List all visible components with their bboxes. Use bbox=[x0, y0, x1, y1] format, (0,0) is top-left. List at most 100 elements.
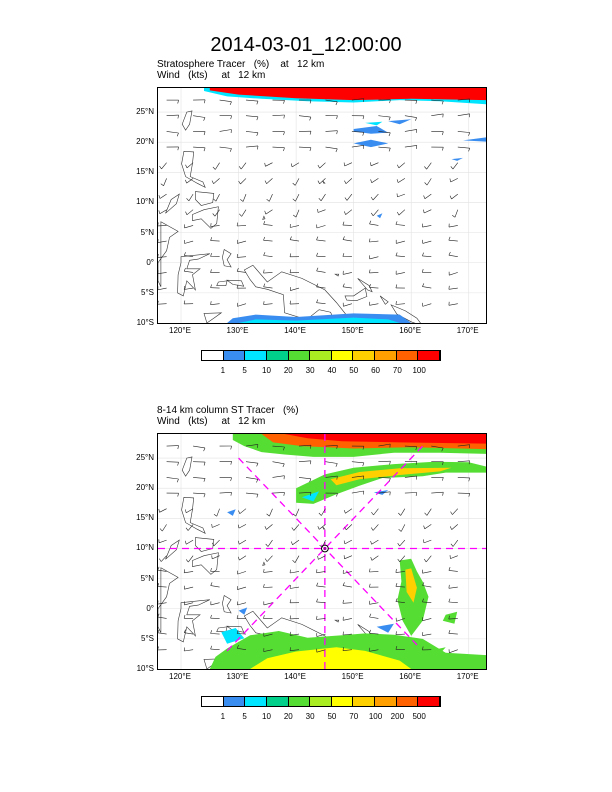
panel2-wind-barb-flag bbox=[395, 631, 397, 635]
panel2-wind-barb-flag bbox=[342, 647, 344, 651]
panel2-wind-barb bbox=[423, 539, 432, 544]
panel2-visayas-coast bbox=[195, 537, 215, 552]
panel1-wind-barb-flag bbox=[210, 301, 212, 305]
panel1-wind-barb-flag bbox=[203, 131, 206, 136]
panel1-manus-coast bbox=[334, 273, 340, 277]
panel2-wind-barb bbox=[184, 632, 194, 635]
panel2-wind-barb-flag bbox=[256, 463, 259, 467]
panel1-wind-barb bbox=[215, 162, 220, 170]
panel2-wind-barb-flag bbox=[158, 508, 160, 513]
panel2-wind-barb bbox=[193, 492, 206, 495]
panel2-wind-barb-flag bbox=[415, 461, 418, 465]
panel2-wind-barb-flag bbox=[236, 630, 239, 634]
panel1-wind-barb-flag bbox=[236, 222, 238, 227]
panel1-colorbar-swatch bbox=[223, 351, 246, 360]
panel2-wind-barb bbox=[159, 508, 167, 513]
panel1-wind-barb bbox=[295, 209, 300, 218]
panel2-cross-section-lines bbox=[158, 434, 486, 669]
panel2-wind-barb-flag bbox=[395, 569, 397, 573]
panel1-buru-coast bbox=[216, 280, 228, 286]
panel1-wind-barb bbox=[454, 209, 459, 218]
panel2-wind-barb-flag bbox=[236, 615, 239, 619]
panel2-wind-barb bbox=[457, 444, 470, 447]
panel1-wind-barb bbox=[210, 240, 220, 242]
panel1-palawan-coast bbox=[165, 193, 180, 214]
panel2-wind-barb bbox=[369, 632, 379, 635]
panel1-wind-barb bbox=[351, 131, 364, 133]
panel2-tracer-south-yellow bbox=[250, 647, 412, 669]
panel1-wind-barb bbox=[422, 240, 432, 244]
panel2-wind-barb-flag bbox=[158, 629, 160, 633]
panel2-tracer-band-green bbox=[296, 461, 486, 504]
panel1-wind-barb bbox=[396, 240, 405, 244]
panel1-wind-barb-flag bbox=[369, 220, 372, 225]
panel1-wind-barb-flag bbox=[415, 117, 417, 121]
panel2-wind-barb-flag bbox=[389, 461, 391, 465]
panel1-lat-label: 20°N bbox=[136, 137, 154, 147]
panel2-wind-barb bbox=[452, 508, 459, 515]
panel1-wind-barb bbox=[395, 224, 405, 226]
panel2-seram-coast bbox=[226, 625, 245, 633]
panel1-wind-barb-flag bbox=[424, 166, 427, 170]
panel2-wind-barb-flag bbox=[370, 527, 374, 531]
panel2-colorbar-swatch bbox=[223, 697, 246, 706]
panel1-wind-barb-flag bbox=[210, 237, 212, 241]
panel2-wind-barb-flag bbox=[362, 446, 365, 450]
panel2-wind-barb bbox=[237, 602, 247, 606]
panel2-wind-barb-flag bbox=[450, 543, 454, 547]
panel1-wind-barb-flag bbox=[370, 162, 372, 166]
panel2-wind-barb bbox=[404, 492, 417, 494]
panel2-wind-barb bbox=[298, 444, 312, 447]
panel2-wind-barb-flag bbox=[468, 460, 471, 465]
panel2-colorbar bbox=[201, 696, 441, 707]
panel1-wind-barb bbox=[158, 303, 167, 305]
panel2-tracer-east-blob bbox=[442, 611, 458, 624]
panel2-wind-barb-flag bbox=[362, 462, 365, 467]
panel1-wind-barb-flag bbox=[211, 180, 214, 184]
panel1-wind-barb-flag bbox=[185, 179, 187, 184]
panel1-wind-barb-flag bbox=[450, 166, 454, 170]
panel1-wind-barb bbox=[369, 256, 379, 260]
panel2-wind-barb bbox=[457, 477, 470, 479]
panel1-wind-barb bbox=[451, 193, 458, 200]
panel2-lon-label: 130°E bbox=[226, 672, 249, 681]
panel1-wind-barb-flag bbox=[344, 180, 347, 184]
panel2-wind-barb bbox=[343, 571, 352, 574]
panel2-wind-barb bbox=[399, 539, 406, 547]
panel1-taiwan-coast bbox=[181, 110, 193, 131]
panel2-wind-barb bbox=[316, 633, 326, 637]
figure-title: 2014-03-01_12:00:00 bbox=[210, 34, 402, 56]
panel2-wind-barb bbox=[184, 571, 194, 574]
panel2-wind-barb-flag bbox=[238, 556, 240, 561]
panel1-wind-barb bbox=[166, 114, 179, 116]
panel1-wind-barb-flag bbox=[344, 211, 346, 215]
panel2-wind-barb bbox=[448, 586, 458, 589]
panel2-wind-barb bbox=[166, 445, 179, 447]
panel2-wind-barb-flag bbox=[158, 566, 160, 571]
panel2-colorbar-swatch bbox=[310, 697, 332, 706]
panel2-wind-barb-flag bbox=[291, 527, 295, 531]
panel2-wind-barb bbox=[378, 443, 391, 447]
panel1-wind-barb bbox=[448, 239, 458, 242]
panel1-wind-barb-flag bbox=[448, 236, 451, 241]
panel1-lon-label: 170°E bbox=[456, 326, 479, 335]
panel1-wind-barbs bbox=[158, 98, 471, 307]
panel2-wind-barb-flag bbox=[442, 492, 444, 496]
panel1-colorbar-label: 40 bbox=[327, 366, 337, 375]
panel1-wind-barb-flag bbox=[468, 132, 471, 136]
panel2-wind-barb bbox=[351, 490, 364, 494]
panel2-tracer-blob-3 bbox=[227, 509, 236, 516]
panel2-lat-label: 20°N bbox=[136, 483, 154, 493]
panel2-wind-barb bbox=[400, 508, 406, 516]
panel1-wind-barb bbox=[219, 129, 232, 132]
panel1-colorbar-swatch bbox=[288, 351, 311, 360]
panel1-wind-barb bbox=[316, 302, 326, 304]
panel2-wind-barb-flag bbox=[185, 559, 189, 563]
panel1-wind-barb-flag bbox=[263, 269, 265, 274]
panel1-wind-barb-flag bbox=[397, 164, 400, 169]
panel1-tracer-blob-7 bbox=[376, 213, 383, 219]
panel2-colorbar-swatch bbox=[375, 697, 397, 706]
panel1-wind-barb-flag bbox=[316, 252, 318, 257]
panel2-tracer-band-yellow bbox=[330, 467, 452, 486]
panel2-wind-barb-flag bbox=[369, 613, 372, 618]
